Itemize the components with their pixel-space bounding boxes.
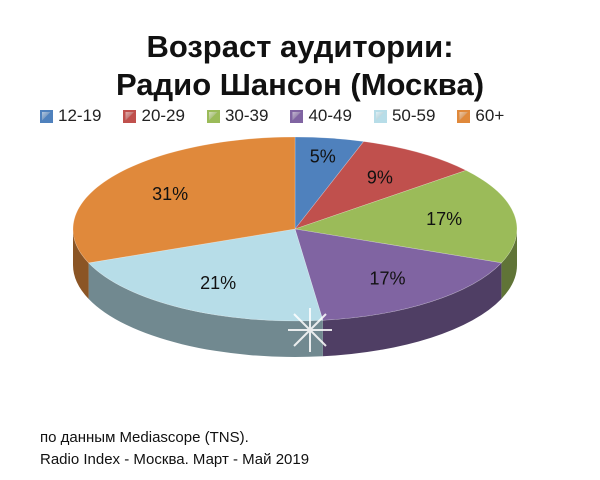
pie-slice-60+ (72, 136, 296, 264)
pie-slice-30-39 (294, 170, 518, 264)
pie-slice-side-40-49 (322, 262, 502, 357)
pie-top (72, 136, 518, 322)
data-label-20-29: 9% (367, 167, 393, 187)
pie-slice-12-19 (294, 136, 365, 230)
pie-slice-50-59 (87, 228, 324, 322)
pie-data-labels: 5% 9% 17% 17% 21% 31% (152, 146, 462, 293)
chart-title-line1: Возраст аудитории: (146, 29, 454, 64)
source-note: по данным Mediascope (TNS). Radio Index … (40, 427, 309, 471)
data-label-60+: 31% (152, 184, 188, 204)
data-label-30-39: 17% (426, 209, 462, 229)
legend-item-20-29: 20-29 (123, 106, 185, 126)
legend-item-30-39: 30-39 (206, 106, 269, 126)
data-label-50-59: 21% (200, 273, 236, 293)
legend-item-50-59: 50-59 (373, 106, 436, 126)
chart-title: Возраст аудитории: Радио Шансон (Москва) (0, 28, 600, 104)
legend-label: 40-49 (308, 106, 352, 125)
pie-slice-20-29 (294, 141, 467, 230)
data-label-12-19: 5% (310, 146, 336, 166)
legend-swatch (290, 109, 304, 123)
legend-label: 60+ (475, 106, 505, 125)
pie-slice-side-30-39 (501, 229, 517, 299)
chart-legend: 12-19 20-29 30-39 40-49 50-59 60+ (40, 106, 580, 126)
legend-item-12-19: 12-19 (40, 106, 101, 126)
star-logo-icon (288, 308, 332, 352)
legend-label: 50-59 (391, 106, 436, 125)
chart-title-line2: Радио Шансон (Москва) (115, 67, 485, 102)
source-line2: Radio Index - Москва. Март - Май 2019 (40, 451, 310, 468)
pie-slice-side-60+ (73, 229, 89, 299)
legend-label: 20-29 (141, 106, 185, 125)
watermark-text: ALLEN MEDIA (239, 370, 357, 387)
legend-swatch (457, 109, 471, 123)
source-line1: по данным Mediascope (TNS). (40, 429, 249, 446)
watermark-logo (250, 300, 370, 365)
pie-slice-40-49 (294, 228, 503, 321)
legend-label: 30-39 (224, 106, 269, 125)
legend-swatch (123, 109, 137, 123)
pie-side-walls (73, 229, 517, 357)
pie-slice-side-50-59 (88, 262, 323, 357)
legend-item-40-49: 40-49 (290, 106, 352, 126)
data-label-40-49: 17% (370, 268, 406, 288)
legend-item-60-plus: 60+ (457, 106, 504, 126)
legend-swatch (40, 109, 53, 123)
legend-swatch (206, 109, 220, 123)
legend-swatch (373, 109, 387, 123)
legend-label: 12-19 (58, 106, 102, 125)
